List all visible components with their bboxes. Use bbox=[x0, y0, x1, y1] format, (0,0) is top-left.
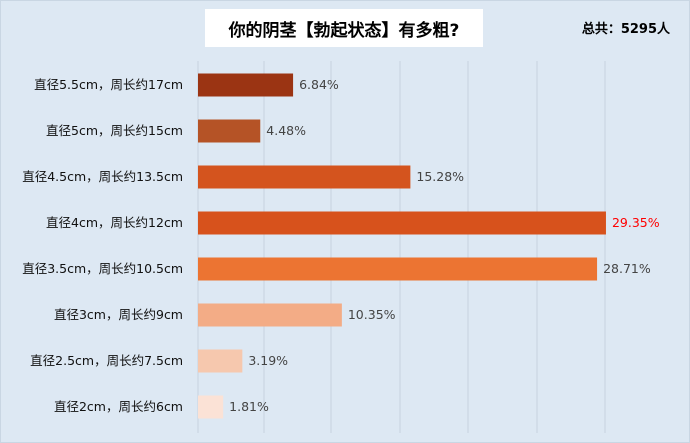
data-label: 15.28% bbox=[416, 169, 464, 184]
bar bbox=[198, 73, 294, 97]
bar bbox=[198, 257, 598, 281]
bar bbox=[198, 211, 606, 235]
total-count: 总共：5295人 bbox=[581, 22, 670, 37]
category-label: 直径2cm，周长约6cm bbox=[54, 399, 183, 414]
bar bbox=[198, 119, 261, 143]
data-label: 6.84% bbox=[299, 77, 339, 92]
data-label: 29.35% bbox=[612, 215, 660, 230]
chart-title: 你的阴茎【勃起状态】有多粗? bbox=[205, 9, 483, 47]
data-label: 28.71% bbox=[603, 261, 651, 276]
category-label: 直径3.5cm，周长约10.5cm bbox=[22, 261, 183, 276]
category-label: 直径5.5cm，周长约17cm bbox=[34, 77, 183, 92]
category-label: 直径4cm，周长约12cm bbox=[46, 215, 183, 230]
category-label: 直径3cm，周长约9cm bbox=[54, 307, 183, 322]
data-label: 10.35% bbox=[348, 307, 396, 322]
bar bbox=[198, 303, 342, 327]
category-label: 直径2.5cm，周长约7.5cm bbox=[30, 353, 183, 368]
bar bbox=[198, 395, 224, 419]
category-label: 直径4.5cm，周长约13.5cm bbox=[22, 169, 183, 184]
data-label: 3.19% bbox=[248, 353, 288, 368]
data-label: 1.81% bbox=[229, 399, 269, 414]
bar bbox=[198, 165, 411, 189]
category-label: 直径5cm，周长约15cm bbox=[46, 123, 183, 138]
bar bbox=[198, 349, 243, 373]
data-label: 4.48% bbox=[266, 123, 306, 138]
